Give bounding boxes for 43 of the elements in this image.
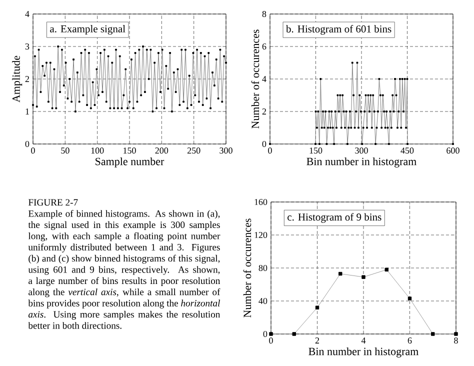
x-tick-label: 0 [269,338,273,344]
y-tick-label: 6 [262,43,266,50]
y-tick-label: 80 [258,264,268,272]
y-tick-label: 0 [25,140,30,148]
y-tick-label: 160 [254,198,268,206]
y-tick-label: 0 [262,140,266,148]
x-tick-label: 0 [268,148,272,154]
text: Example of binned histograms. As shown in (a), the signal used in this example is 300 samples long, with each sample a floating point number uniformly distributed between 1 and 3. Figures (b) and (c) show binned histograms of this signal, using 601 and 9 bins, respectively. As shown, a large number of bins results in poor resolution along the vertical axis, while a small number of bins provides poor resolution along the horizontal axis. Using more samples makes the resolution better in both directions. [28,210,220,329]
y-axis-title: Number of occurences [243,218,252,318]
y-tick-label: 8 [262,10,266,18]
text: FIGURE 2-7 [28,199,78,206]
x-tick-label: 100 [91,148,104,154]
x-tick-label: 150 [124,148,136,154]
x-axis-title: Sample number [96,157,164,168]
y-tick-label: 4 [25,11,30,17]
x-tick-label: 300 [220,148,232,154]
x-axis-title: Bin number in histogram [306,157,416,168]
y-tick-label: 2 [25,76,29,82]
y-tick-label: 2 [262,108,266,114]
text: b. Histogram of 601 bins [286,25,392,35]
text: a. Example signal [50,25,126,35]
x-tick-label: 2 [315,338,319,344]
x-tick-label: 250 [187,148,200,154]
x-tick-label: 0 [31,148,35,154]
text: c. Histogram of 9 bins [288,213,382,223]
x-tick-label: 200 [155,148,168,154]
y-tick-label: 1 [26,108,29,114]
y-axis-title: Number of occurences [251,30,260,128]
x-tick-label: 50 [61,148,70,154]
x-tick-label: 4 [361,338,366,344]
x-tick-label: 8 [454,338,458,344]
y-tick-label: 40 [258,298,268,304]
y-tick-label: 0 [263,330,268,338]
x-tick-label: 600 [446,148,460,154]
x-tick-label: 6 [408,338,412,344]
y-tick-label: 3 [25,43,30,50]
x-tick-label: 450 [400,148,414,154]
y-tick-label: 4 [262,76,266,82]
y-tick-label: 120 [254,232,268,238]
x-axis-title: Bin number in histogram [308,347,418,358]
x-tick-label: 300 [355,148,368,154]
y-axis-title: Amplitude [12,56,22,102]
x-tick-label: 150 [310,148,322,154]
